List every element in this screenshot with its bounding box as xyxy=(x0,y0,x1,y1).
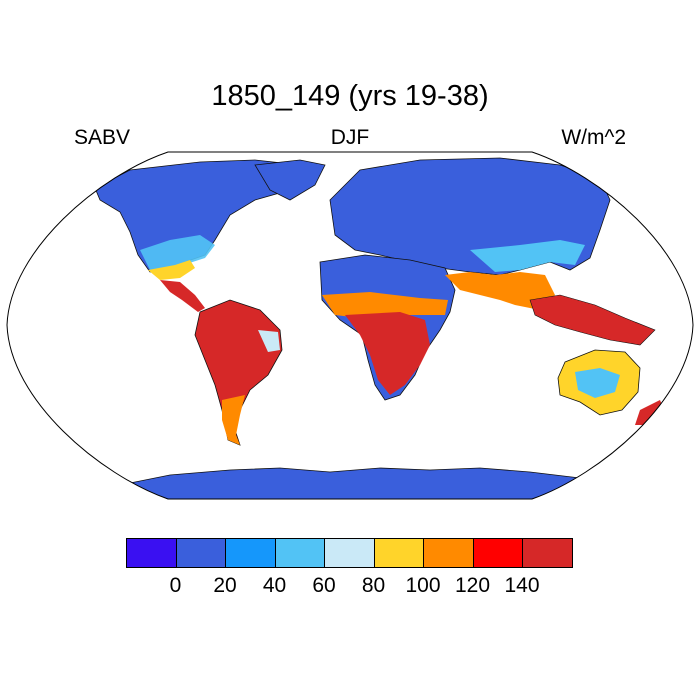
sa-light-patch xyxy=(258,330,280,352)
colorbar-swatch xyxy=(522,538,573,568)
greenland-land xyxy=(254,159,326,201)
colorbar-tick-label: 20 xyxy=(213,574,237,597)
colorbar-swatch xyxy=(126,538,177,568)
colorbar-swatch xyxy=(472,538,523,568)
colorbar-swatch xyxy=(175,538,226,568)
south-america-land xyxy=(194,299,283,446)
africa-tropic-hot xyxy=(345,312,430,395)
colorbar-tick-label: 140 xyxy=(504,574,540,597)
colorbar-tick-label: 0 xyxy=(169,574,182,597)
na-light-band xyxy=(140,235,215,270)
sa-south-warm xyxy=(222,395,245,445)
colorbar-tick-label: 120 xyxy=(454,574,491,597)
colorbar-swatch xyxy=(373,538,424,568)
antarctica-land xyxy=(119,467,621,499)
africa-sahel-warm xyxy=(322,292,448,318)
colorbar-tick-label: 80 xyxy=(361,574,386,597)
colorbar-tick-label: 60 xyxy=(312,574,336,597)
globe-outline xyxy=(6,151,694,500)
central-america-land xyxy=(160,280,205,312)
se-asia-islands xyxy=(529,294,656,346)
colorbar-swatch xyxy=(324,538,375,568)
south-asia-land xyxy=(445,272,555,310)
plot-title: 1850_149 (yrs 19-38) xyxy=(211,80,489,112)
units-label: W/m^2 xyxy=(561,126,626,149)
new-zealand-land xyxy=(635,400,665,425)
australia-interior xyxy=(575,368,620,398)
colorbar-tick-label: 100 xyxy=(405,574,441,597)
season-label: DJF xyxy=(330,126,370,149)
land-masses xyxy=(94,157,665,499)
colorbar-swatch xyxy=(225,538,276,568)
colorbar-swatch xyxy=(423,538,474,568)
variable-label: SABV xyxy=(74,126,131,149)
colorbar-swatch xyxy=(274,538,325,568)
na-warm-band xyxy=(148,260,195,280)
colorbar-tick-label: 40 xyxy=(262,574,287,597)
asia-south-light xyxy=(470,240,585,272)
